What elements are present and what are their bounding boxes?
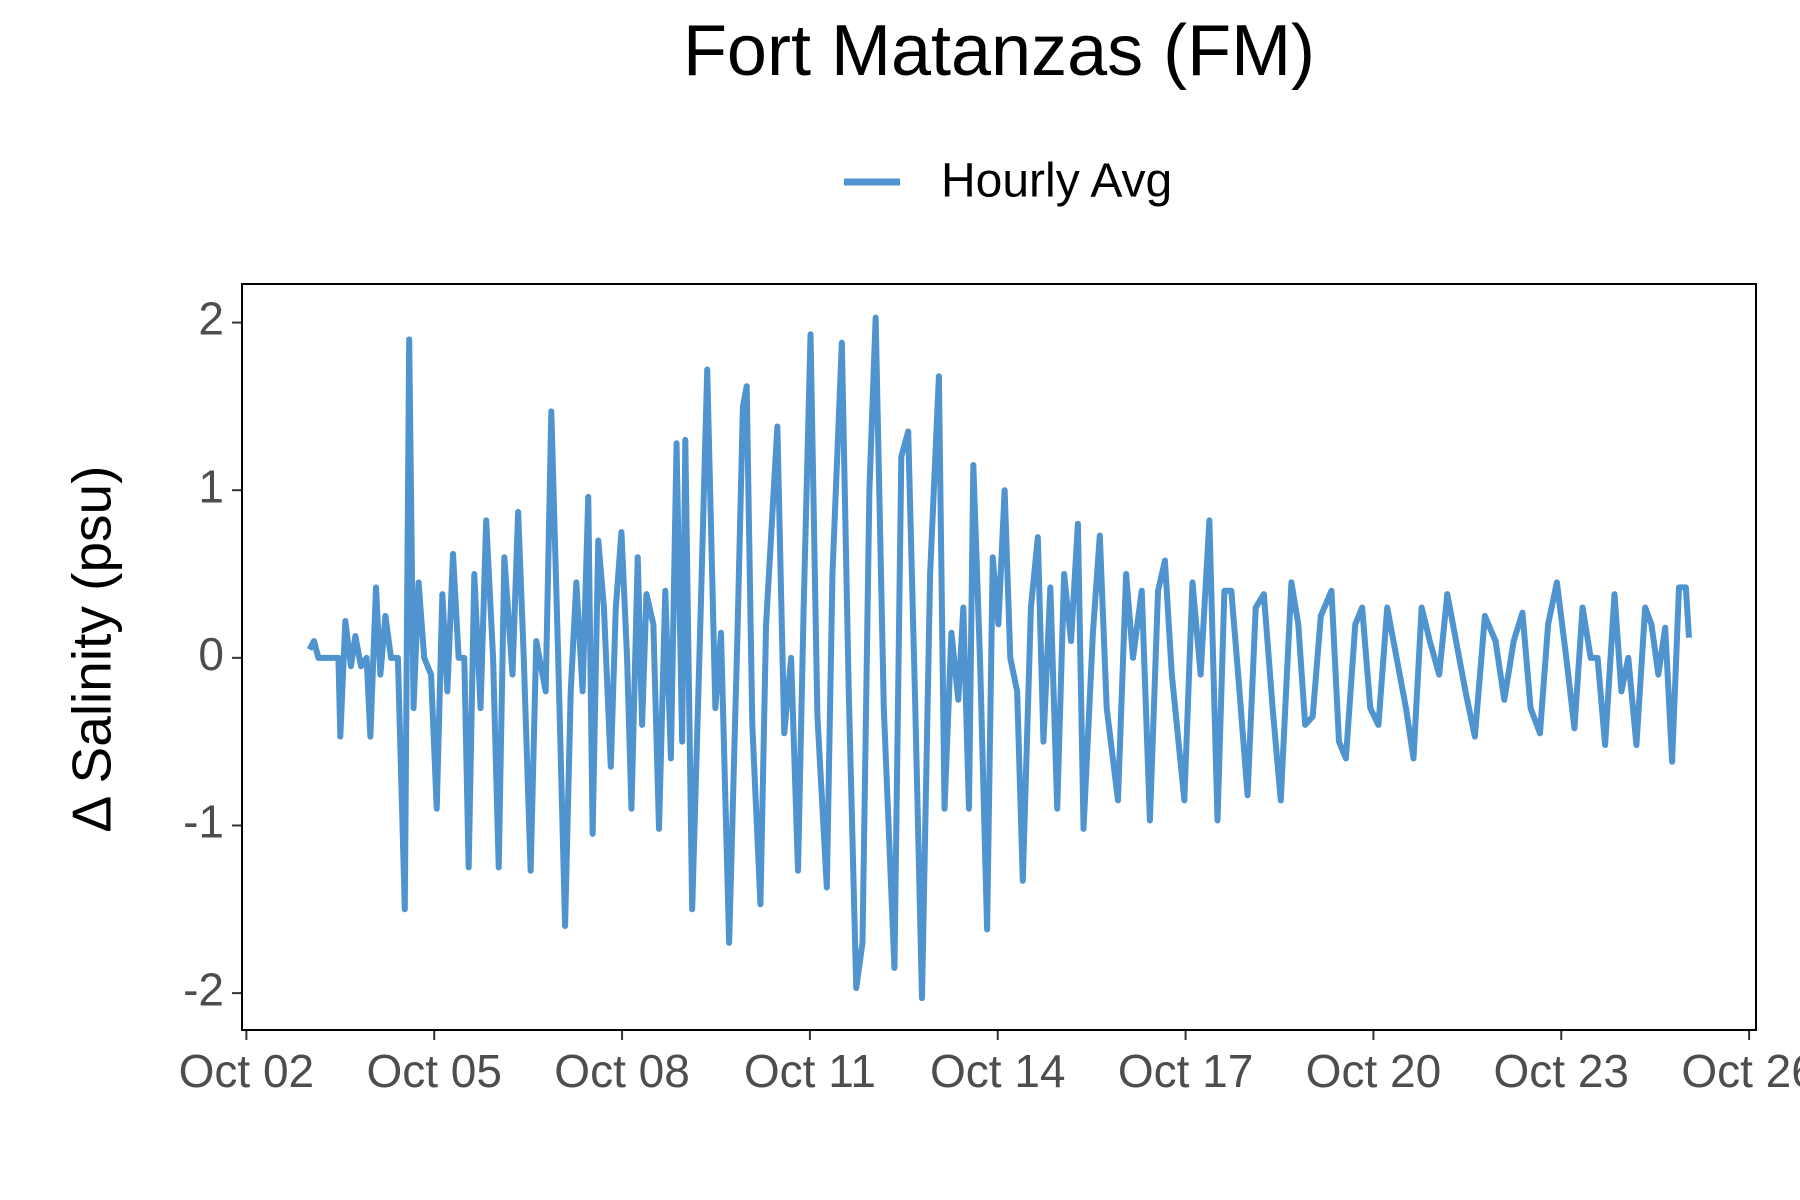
y-tick-label: 2 — [198, 293, 224, 345]
data-line — [306, 314, 1692, 1002]
x-tick-label: Oct 11 — [744, 1045, 876, 1097]
plot-border — [241, 283, 1757, 1031]
x-tick-label: Oct 08 — [554, 1045, 690, 1097]
x-tick-label: Oct 02 — [179, 1045, 315, 1097]
y-tick-label: -2 — [183, 963, 224, 1015]
x-tick-label: Oct 14 — [930, 1045, 1066, 1097]
y-tick-label: 1 — [198, 460, 224, 512]
y-tick-label: -1 — [183, 796, 224, 848]
legend-label: Hourly Avg — [941, 155, 1172, 208]
x-tick-label: Oct 20 — [1306, 1045, 1442, 1097]
x-tick-label: Oct 05 — [366, 1045, 502, 1097]
x-tick-label: Oct 23 — [1494, 1045, 1630, 1097]
x-tick-label: Oct 17 — [1118, 1045, 1254, 1097]
chart-title: Fort Matanzas (FM) — [683, 11, 1315, 91]
x-tick-label: Oct 26 — [1681, 1045, 1800, 1097]
y-axis-title: Δ Salinity (psu) — [61, 466, 123, 833]
y-tick-label: 0 — [198, 628, 224, 680]
